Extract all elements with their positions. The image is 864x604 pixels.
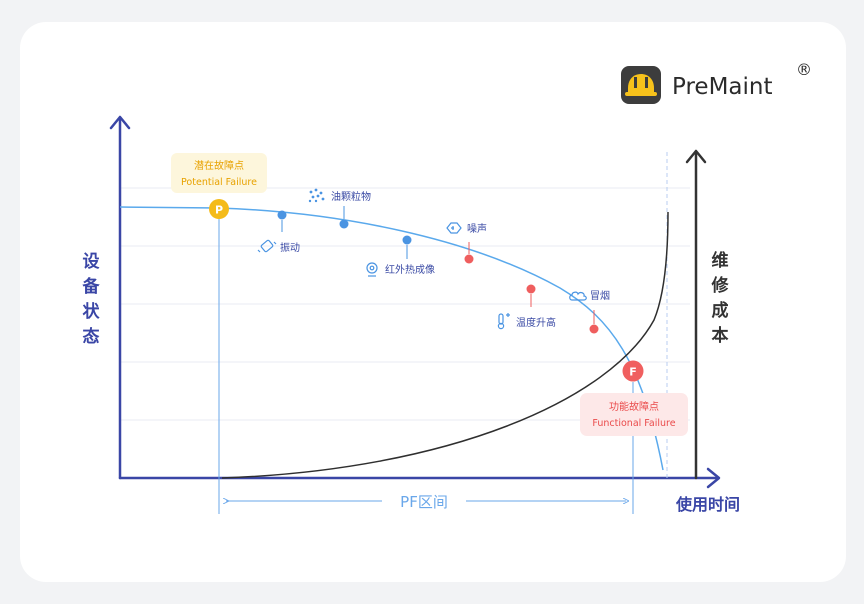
hard-hat-icon <box>625 74 657 96</box>
signal-label: 振动 <box>280 241 300 254</box>
noise-icon <box>446 222 462 234</box>
axis-label-char: 本 <box>712 325 729 346</box>
diagram-card <box>20 22 846 582</box>
functional-failure-callout <box>580 393 688 436</box>
signal-vibration: 振动 <box>257 210 300 254</box>
signal-point <box>277 210 287 220</box>
signal-label: 噪声 <box>467 222 487 235</box>
signal-point <box>526 284 536 294</box>
f-letter: F <box>629 366 637 379</box>
axis-label-char: 修 <box>711 275 730 296</box>
signal-point <box>402 235 412 245</box>
registered-mark: ® <box>796 60 812 79</box>
infrared-camera-icon <box>366 262 378 277</box>
smoke-icon <box>569 291 587 301</box>
y-axis-left-arrow <box>109 115 131 130</box>
functional-failure-title: 功能故障点 <box>609 400 659 413</box>
p-letter: P <box>215 204 223 217</box>
y-axis-right-label: 维 修 成 本 <box>711 250 730 346</box>
potential-failure-marker: 潜在故障点 Potential Failure P <box>171 153 267 219</box>
axis-label-char: 备 <box>82 276 101 297</box>
oil-particle-icon <box>308 188 325 203</box>
signal-oil-particles: 油颗粒物 <box>308 188 371 229</box>
signal-point <box>464 254 474 264</box>
brand-name: PreMaint <box>672 74 773 100</box>
potential-failure-callout <box>171 153 267 193</box>
grid-lines <box>120 187 690 421</box>
premaint-logo: PreMaint ® <box>621 60 812 104</box>
potential-failure-title: 潜在故障点 <box>194 159 244 172</box>
axis-label-char: 态 <box>83 326 100 347</box>
pf-interval-label: PF区间 <box>400 493 448 511</box>
axes <box>109 115 721 489</box>
signal-point <box>589 324 599 334</box>
signal-infrared: 红外热成像 <box>366 235 435 277</box>
pf-interval: PF区间 <box>226 493 626 511</box>
x-axis-arrow <box>706 467 721 489</box>
thermometer-icon <box>497 313 510 330</box>
potential-failure-subtitle: Potential Failure <box>181 177 257 188</box>
maintenance-cost-curve <box>221 211 669 479</box>
x-axis-label: 使用时间 <box>675 495 740 514</box>
f-point <box>622 360 644 382</box>
axis-label-char: 状 <box>83 301 101 322</box>
signal-label: 油颗粒物 <box>331 190 371 203</box>
signal-noise: 噪声 <box>446 222 487 264</box>
signal-label: 冒烟 <box>590 289 610 302</box>
functional-failure-marker: F 功能故障点 Functional Failure <box>580 360 688 436</box>
axis-label-char: 设 <box>83 252 100 272</box>
signal-label: 红外热成像 <box>385 263 435 276</box>
axis-label-char: 成 <box>712 300 729 321</box>
y-axis-left-label: 设 备 状 态 <box>82 252 101 347</box>
axis-label-char: 维 <box>712 250 729 271</box>
y-axis-right-arrow <box>685 149 707 164</box>
right-axis <box>685 149 707 480</box>
p-point <box>209 199 229 219</box>
signal-temperature: 温度升高 <box>497 284 556 330</box>
signal-point <box>339 219 349 229</box>
signal-smoke: 冒烟 <box>569 289 610 334</box>
functional-failure-subtitle: Functional Failure <box>592 418 675 429</box>
signal-label: 温度升高 <box>516 316 556 329</box>
vibration-icon <box>257 239 277 253</box>
